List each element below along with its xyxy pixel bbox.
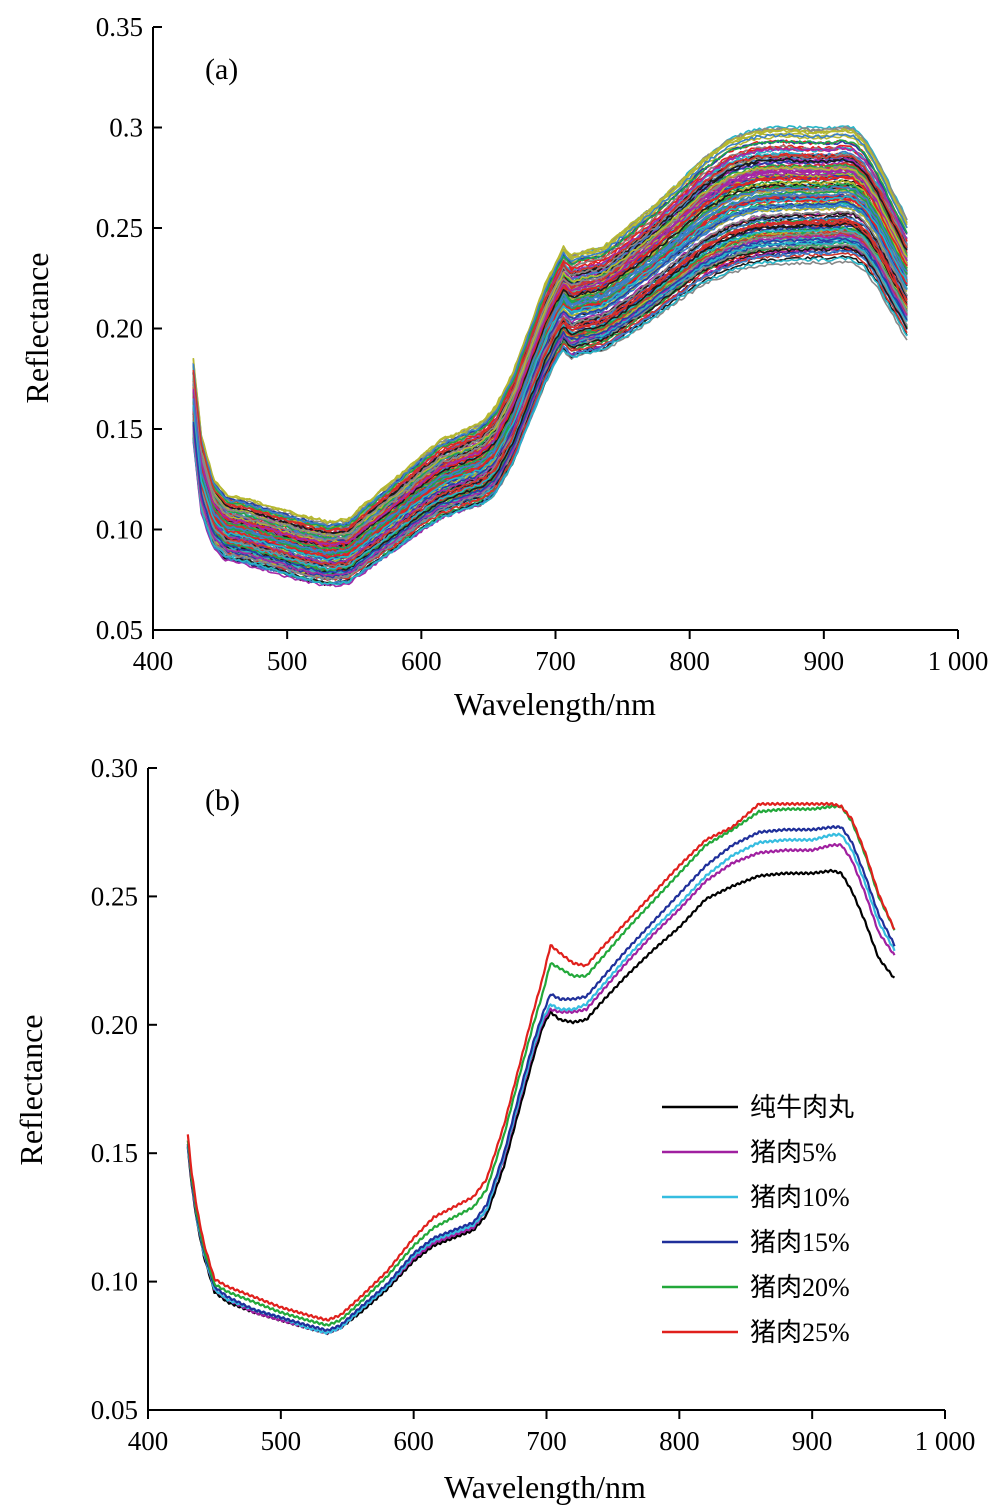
y-tick-label-a: 0.3 — [109, 113, 143, 143]
x-tick-label-a: 700 — [535, 646, 576, 676]
spectrum-line-a — [192, 185, 908, 555]
spectrum-line-a — [192, 128, 908, 523]
x-tick-label-a: 600 — [401, 646, 442, 676]
spectrum-line-a — [192, 195, 908, 561]
spectrum-line-a — [192, 220, 908, 566]
spectrum-line-a — [192, 237, 908, 574]
panel-b: 400 500 600 700 800 900 1 000 0.05 0.10 0.15 0.20 0… — [13, 753, 975, 1505]
spectrum-line-a — [192, 214, 908, 566]
y-axis-title-a: Reflectance — [19, 253, 55, 404]
spectra-a — [192, 125, 908, 588]
spectrum-line-a — [192, 139, 908, 530]
y-tick-label-a: 0.15 — [96, 414, 143, 444]
x-tick-label-a: 500 — [267, 646, 308, 676]
y-tick-label-b: 0.30 — [91, 753, 138, 783]
spectrum-line-a — [192, 227, 908, 571]
x-tick-label-b: 800 — [659, 1426, 700, 1456]
spectrum-line-a — [192, 202, 908, 563]
spectrum-line-a — [192, 217, 908, 572]
series-line-4 — [186, 825, 896, 1332]
x-tick-label-b: 900 — [792, 1426, 833, 1456]
spectrum-line-a — [192, 217, 908, 565]
legend-label-1: 纯牛肉丸 — [750, 1093, 854, 1122]
x-tick-label-a: 800 — [669, 646, 710, 676]
spectrum-line-a — [192, 216, 908, 566]
series-line-2 — [186, 842, 896, 1335]
legend-label-2: 猪肉5% — [750, 1138, 837, 1167]
axes-b: 400 500 600 700 800 900 1 000 0.05 0.10 0.15 0.20 0… — [91, 753, 976, 1456]
y-tick-label-a: 0.25 — [96, 213, 143, 243]
y-tick-label-b: 0.10 — [91, 1267, 138, 1297]
spectrum-line-a — [192, 230, 908, 581]
y-tick-label-b: 0.25 — [91, 881, 138, 911]
spectrum-line-a — [192, 256, 908, 586]
x-axis-title-b: Wavelength/nm — [444, 1469, 646, 1505]
y-tick-label-a: 0.20 — [96, 314, 143, 344]
legend-label-6: 猪肉25% — [750, 1318, 850, 1347]
x-tick-label-b: 700 — [526, 1426, 567, 1456]
x-tick-label-b: 500 — [261, 1426, 302, 1456]
legend-label-5: 猪肉20% — [750, 1273, 850, 1302]
x-tick-label-a: 1 000 — [928, 646, 989, 676]
spectrum-line-a — [192, 176, 908, 547]
series-line-3 — [186, 832, 896, 1335]
panel-label-b: (b) — [205, 784, 240, 817]
x-axis-title-a: Wavelength/nm — [454, 686, 656, 722]
spectrum-line-a — [192, 211, 908, 567]
spectrum-line-a — [192, 170, 908, 546]
spectra-b — [186, 801, 896, 1336]
y-axis-title-b: Reflectance — [13, 1015, 49, 1166]
y-tick-label-a: 0.35 — [96, 12, 143, 42]
y-tick-label-a: 0.10 — [96, 515, 143, 545]
spectrum-line-a — [192, 153, 908, 533]
panel-label-a: (a) — [205, 53, 238, 86]
panel-a: 400 500 600 700 800 900 1 000 0.05 0.10 0.15 0.20 0… — [19, 12, 988, 722]
spectrum-line-a — [192, 203, 908, 559]
spectrum-line-a — [192, 193, 908, 561]
x-tick-label-b: 600 — [393, 1426, 434, 1456]
legend-label-4: 猪肉15% — [750, 1228, 850, 1257]
x-tick-label-a: 900 — [804, 646, 845, 676]
series-line-5 — [186, 804, 896, 1327]
x-tick-label-b: 1 000 — [915, 1426, 976, 1456]
y-tick-label-b: 0.05 — [91, 1395, 138, 1425]
spectrum-line-a — [192, 196, 908, 559]
x-tick-label-a: 400 — [133, 646, 174, 676]
y-tick-label-a: 0.05 — [96, 615, 143, 645]
axes-a: 400 500 600 700 800 900 1 000 0.05 0.10 0.15 0.20 0… — [96, 12, 989, 676]
y-tick-label-b: 0.20 — [91, 1010, 138, 1040]
legend-label-3: 猪肉10% — [750, 1183, 850, 1212]
y-tick-label-b: 0.15 — [91, 1138, 138, 1168]
x-tick-label-b: 400 — [128, 1426, 169, 1456]
spectrum-line-a — [192, 133, 908, 528]
series-line-6 — [186, 801, 896, 1322]
